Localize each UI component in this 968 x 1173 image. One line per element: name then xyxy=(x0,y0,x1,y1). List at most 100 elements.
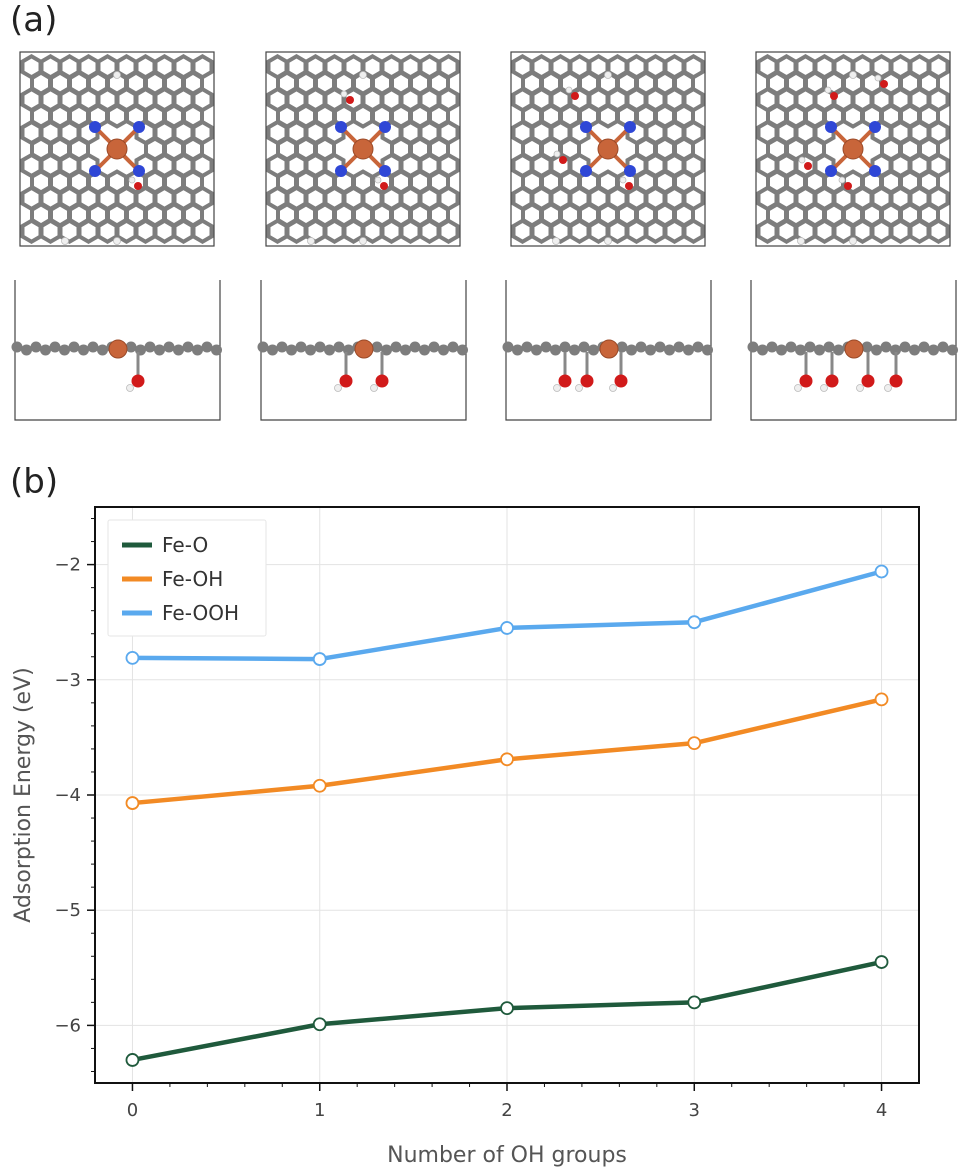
carbon-ring xyxy=(870,218,893,245)
carbon-atom xyxy=(795,344,806,356)
carbon-atom xyxy=(654,341,666,353)
carbon-atom xyxy=(144,341,156,353)
oxygen-atom xyxy=(889,374,903,388)
carbon-atom xyxy=(438,344,449,356)
hydrogen-atom xyxy=(609,384,617,392)
carbon-atom xyxy=(390,341,402,353)
x-axis-title: Number of OH groups xyxy=(387,1143,627,1168)
carbon-atom xyxy=(899,341,911,353)
oxygen-atom xyxy=(380,182,388,190)
carbon-ring xyxy=(851,218,874,245)
carbon-atom xyxy=(702,344,713,356)
oxygen-atom xyxy=(580,374,594,388)
carbon-ring xyxy=(568,218,591,245)
iron-atom xyxy=(354,339,374,359)
oxygen-atom xyxy=(559,156,567,164)
carbon-ring xyxy=(842,103,864,129)
top-view-structure xyxy=(755,51,951,247)
carbon-atom xyxy=(409,341,421,353)
carbon-atom xyxy=(880,341,892,353)
data-point-fe-ooh xyxy=(312,652,327,666)
oxygen-atom xyxy=(571,92,579,100)
carbon-atom xyxy=(49,341,61,353)
hydrogen-atom xyxy=(113,71,121,79)
data-point-fe-oh xyxy=(500,752,514,767)
carbon-atom xyxy=(400,344,411,356)
unit-cell-frame xyxy=(265,51,461,247)
y-axis-title: Adsorption Energy (eV) xyxy=(11,667,36,922)
carbon-atom xyxy=(512,344,523,356)
carbon-ring xyxy=(663,218,686,245)
hydrogen-atom xyxy=(359,71,367,79)
iron-atom xyxy=(597,138,619,160)
hydrogen-atom xyxy=(849,237,857,245)
carbon-ring xyxy=(172,218,195,245)
hydrogen-atom xyxy=(874,74,882,82)
hydrogen-atom xyxy=(797,237,805,245)
oxygen-atom xyxy=(799,374,813,388)
carbon-atom xyxy=(428,341,440,353)
hydrogen-atom xyxy=(553,384,561,392)
hydrogen-atom xyxy=(128,176,136,184)
hydrogen-atom xyxy=(359,237,367,245)
carbon-ring xyxy=(587,218,610,245)
carbon-atom xyxy=(540,341,552,353)
oxygen-atom xyxy=(880,80,888,88)
carbon-atom xyxy=(163,341,175,353)
nitrogen-atom xyxy=(869,121,881,133)
hydrogen-atom xyxy=(820,384,828,392)
carbon-ring xyxy=(418,218,441,245)
hydrogen-atom xyxy=(604,71,612,79)
carbon-atom xyxy=(419,344,430,356)
carbon-atom xyxy=(757,344,768,356)
hydrogen-atom xyxy=(838,176,846,184)
side-view-structure xyxy=(502,280,713,421)
carbon-atom xyxy=(871,344,882,356)
nitrogen-atom xyxy=(580,165,592,177)
nitrogen-atom xyxy=(379,165,391,177)
carbon-atom xyxy=(457,344,468,356)
hydrogen-atom xyxy=(824,86,832,94)
carbon-ring xyxy=(511,218,534,245)
top-view-structure xyxy=(510,51,706,247)
hydrogen-atom xyxy=(565,86,573,94)
carbon-atom xyxy=(626,344,637,356)
oxygen-atom xyxy=(804,162,812,170)
data-point-fe-oh xyxy=(125,796,140,810)
carbon-atom xyxy=(947,344,958,356)
hydrogen-atom xyxy=(552,237,560,245)
carbon-ring xyxy=(682,218,705,245)
carbon-ring xyxy=(191,218,214,245)
carbon-atom xyxy=(578,341,590,353)
carbon-ring xyxy=(106,103,128,129)
carbon-atom xyxy=(30,341,42,353)
nitrogen-atom xyxy=(825,121,837,133)
nitrogen-atom xyxy=(133,121,145,133)
carbon-atom xyxy=(267,344,278,356)
carbon-atom xyxy=(814,344,825,356)
axis-ticks: 0 1 2 3 4 −2 −3 −4 −5 −6 xyxy=(54,518,887,1121)
iron-atom xyxy=(599,339,619,359)
oxygen-atom xyxy=(614,374,628,388)
nitrogen-atom xyxy=(133,165,145,177)
series-lines xyxy=(125,564,889,1067)
nitrogen-atom xyxy=(89,165,101,177)
carbon-atom xyxy=(192,344,203,356)
oxygen-atom xyxy=(558,374,572,388)
carbon-atom xyxy=(683,344,694,356)
oxygen-atom xyxy=(131,374,145,388)
oxygen-atom xyxy=(844,182,852,190)
hydrogen-atom xyxy=(856,384,864,392)
carbon-atom xyxy=(890,344,901,356)
iron-atom xyxy=(842,138,864,160)
hydrogen-atom xyxy=(849,71,857,79)
hydrogen-atom xyxy=(794,384,802,392)
hydrogen-atom xyxy=(619,176,627,184)
carbon-ring xyxy=(115,218,138,245)
nitrogen-atom xyxy=(580,121,592,133)
carbon-atom xyxy=(305,344,316,356)
x-tick-label: 0 xyxy=(127,1100,138,1121)
carbon-atom xyxy=(550,344,561,356)
data-point-fe-o xyxy=(500,1001,514,1016)
carbon-atom xyxy=(569,344,580,356)
